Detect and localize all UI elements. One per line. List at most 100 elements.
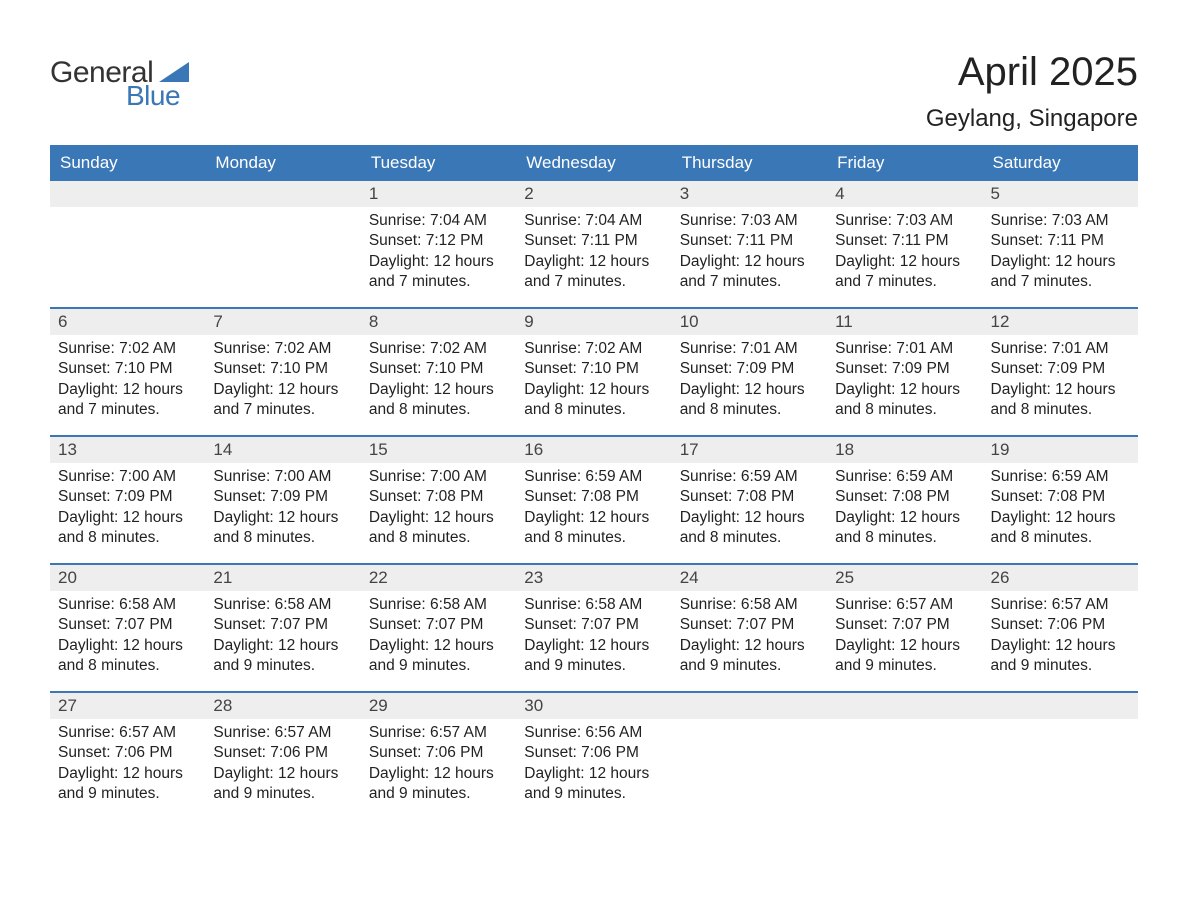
sunset-text: Sunset: 7:08 PM [680, 487, 819, 507]
day-header-sunday: Sunday [50, 145, 205, 181]
day-number: 1 [361, 181, 516, 207]
calendar-cell [672, 693, 827, 819]
day-header-row: Sunday Monday Tuesday Wednesday Thursday… [50, 145, 1138, 181]
day-number: 26 [983, 565, 1138, 591]
calendar: Sunday Monday Tuesday Wednesday Thursday… [50, 145, 1138, 819]
daylight-text: Daylight: 12 hours and 8 minutes. [991, 380, 1130, 421]
sunrise-text: Sunrise: 7:03 AM [835, 211, 974, 231]
calendar-cell: 1Sunrise: 7:04 AMSunset: 7:12 PMDaylight… [361, 181, 516, 307]
day-body: Sunrise: 6:57 AMSunset: 7:07 PMDaylight:… [827, 591, 982, 685]
calendar-cell: 6Sunrise: 7:02 AMSunset: 7:10 PMDaylight… [50, 309, 205, 435]
calendar-cell: 13Sunrise: 7:00 AMSunset: 7:09 PMDayligh… [50, 437, 205, 563]
daylight-text: Daylight: 12 hours and 7 minutes. [680, 252, 819, 293]
calendar-cell: 3Sunrise: 7:03 AMSunset: 7:11 PMDaylight… [672, 181, 827, 307]
sunset-text: Sunset: 7:08 PM [991, 487, 1130, 507]
sunset-text: Sunset: 7:09 PM [680, 359, 819, 379]
day-body: Sunrise: 6:57 AMSunset: 7:06 PMDaylight:… [50, 719, 205, 813]
sunrise-text: Sunrise: 7:03 AM [680, 211, 819, 231]
sunset-text: Sunset: 7:10 PM [213, 359, 352, 379]
day-body: Sunrise: 7:00 AMSunset: 7:09 PMDaylight:… [205, 463, 360, 557]
calendar-cell: 7Sunrise: 7:02 AMSunset: 7:10 PMDaylight… [205, 309, 360, 435]
logo: General Blue [50, 56, 189, 112]
sunset-text: Sunset: 7:10 PM [58, 359, 197, 379]
sunrise-text: Sunrise: 6:59 AM [991, 467, 1130, 487]
daylight-text: Daylight: 12 hours and 7 minutes. [835, 252, 974, 293]
sunrise-text: Sunrise: 7:01 AM [680, 339, 819, 359]
day-header-thursday: Thursday [672, 145, 827, 181]
sunset-text: Sunset: 7:06 PM [524, 743, 663, 763]
daylight-text: Daylight: 12 hours and 8 minutes. [680, 508, 819, 549]
sunset-text: Sunset: 7:12 PM [369, 231, 508, 251]
sunrise-text: Sunrise: 7:01 AM [991, 339, 1130, 359]
day-body: Sunrise: 6:58 AMSunset: 7:07 PMDaylight:… [50, 591, 205, 685]
sunrise-text: Sunrise: 7:03 AM [991, 211, 1130, 231]
day-number: 6 [50, 309, 205, 335]
calendar-cell: 22Sunrise: 6:58 AMSunset: 7:07 PMDayligh… [361, 565, 516, 691]
flag-icon [159, 62, 189, 82]
sunrise-text: Sunrise: 6:57 AM [213, 723, 352, 743]
sunrise-text: Sunrise: 6:58 AM [369, 595, 508, 615]
sunset-text: Sunset: 7:07 PM [680, 615, 819, 635]
calendar-cell: 24Sunrise: 6:58 AMSunset: 7:07 PMDayligh… [672, 565, 827, 691]
sunrise-text: Sunrise: 6:56 AM [524, 723, 663, 743]
calendar-cell: 23Sunrise: 6:58 AMSunset: 7:07 PMDayligh… [516, 565, 671, 691]
sunset-text: Sunset: 7:08 PM [369, 487, 508, 507]
daylight-text: Daylight: 12 hours and 8 minutes. [369, 380, 508, 421]
daylight-text: Daylight: 12 hours and 8 minutes. [835, 508, 974, 549]
daylight-text: Daylight: 12 hours and 9 minutes. [369, 636, 508, 677]
calendar-week: 20Sunrise: 6:58 AMSunset: 7:07 PMDayligh… [50, 563, 1138, 691]
day-number: 8 [361, 309, 516, 335]
daylight-text: Daylight: 12 hours and 9 minutes. [213, 764, 352, 805]
sunset-text: Sunset: 7:10 PM [524, 359, 663, 379]
daylight-text: Daylight: 12 hours and 8 minutes. [369, 508, 508, 549]
calendar-cell: 28Sunrise: 6:57 AMSunset: 7:06 PMDayligh… [205, 693, 360, 819]
daylight-text: Daylight: 12 hours and 8 minutes. [213, 508, 352, 549]
day-number: 10 [672, 309, 827, 335]
day-body: Sunrise: 6:57 AMSunset: 7:06 PMDaylight:… [361, 719, 516, 813]
daylight-text: Daylight: 12 hours and 7 minutes. [991, 252, 1130, 293]
day-body: Sunrise: 6:57 AMSunset: 7:06 PMDaylight:… [983, 591, 1138, 685]
sunrise-text: Sunrise: 6:57 AM [58, 723, 197, 743]
day-body: Sunrise: 6:58 AMSunset: 7:07 PMDaylight:… [672, 591, 827, 685]
sunrise-text: Sunrise: 7:04 AM [524, 211, 663, 231]
day-body: Sunrise: 7:04 AMSunset: 7:11 PMDaylight:… [516, 207, 671, 301]
calendar-cell [205, 181, 360, 307]
day-number: 19 [983, 437, 1138, 463]
sunrise-text: Sunrise: 7:04 AM [369, 211, 508, 231]
daylight-text: Daylight: 12 hours and 9 minutes. [213, 636, 352, 677]
sunrise-text: Sunrise: 6:58 AM [58, 595, 197, 615]
sunset-text: Sunset: 7:07 PM [524, 615, 663, 635]
day-number [50, 181, 205, 207]
day-number: 29 [361, 693, 516, 719]
day-body: Sunrise: 7:03 AMSunset: 7:11 PMDaylight:… [672, 207, 827, 301]
day-body: Sunrise: 7:02 AMSunset: 7:10 PMDaylight:… [205, 335, 360, 429]
day-number: 22 [361, 565, 516, 591]
calendar-cell: 29Sunrise: 6:57 AMSunset: 7:06 PMDayligh… [361, 693, 516, 819]
day-body: Sunrise: 7:04 AMSunset: 7:12 PMDaylight:… [361, 207, 516, 301]
daylight-text: Daylight: 12 hours and 7 minutes. [213, 380, 352, 421]
sunset-text: Sunset: 7:09 PM [835, 359, 974, 379]
sunset-text: Sunset: 7:07 PM [58, 615, 197, 635]
daylight-text: Daylight: 12 hours and 9 minutes. [369, 764, 508, 805]
daylight-text: Daylight: 12 hours and 8 minutes. [835, 380, 974, 421]
sunrise-text: Sunrise: 6:58 AM [680, 595, 819, 615]
sunrise-text: Sunrise: 6:57 AM [369, 723, 508, 743]
day-body: Sunrise: 7:03 AMSunset: 7:11 PMDaylight:… [827, 207, 982, 301]
day-number: 2 [516, 181, 671, 207]
calendar-cell: 5Sunrise: 7:03 AMSunset: 7:11 PMDaylight… [983, 181, 1138, 307]
calendar-week: 1Sunrise: 7:04 AMSunset: 7:12 PMDaylight… [50, 181, 1138, 307]
month-title: April 2025 [926, 50, 1138, 95]
sunset-text: Sunset: 7:09 PM [213, 487, 352, 507]
day-body: Sunrise: 6:59 AMSunset: 7:08 PMDaylight:… [827, 463, 982, 557]
day-body: Sunrise: 6:59 AMSunset: 7:08 PMDaylight:… [516, 463, 671, 557]
daylight-text: Daylight: 12 hours and 7 minutes. [369, 252, 508, 293]
weeks-container: 1Sunrise: 7:04 AMSunset: 7:12 PMDaylight… [50, 181, 1138, 819]
calendar-cell: 21Sunrise: 6:58 AMSunset: 7:07 PMDayligh… [205, 565, 360, 691]
calendar-week: 13Sunrise: 7:00 AMSunset: 7:09 PMDayligh… [50, 435, 1138, 563]
daylight-text: Daylight: 12 hours and 9 minutes. [991, 636, 1130, 677]
sunset-text: Sunset: 7:06 PM [58, 743, 197, 763]
day-number: 7 [205, 309, 360, 335]
day-body: Sunrise: 7:00 AMSunset: 7:09 PMDaylight:… [50, 463, 205, 557]
day-number: 18 [827, 437, 982, 463]
day-body: Sunrise: 6:58 AMSunset: 7:07 PMDaylight:… [205, 591, 360, 685]
